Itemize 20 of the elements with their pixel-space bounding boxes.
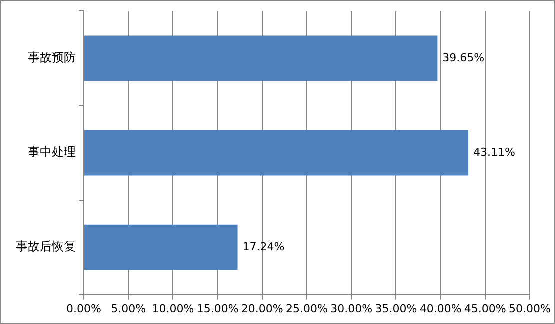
x-tick-label: 35.00% <box>375 302 418 316</box>
x-tick-label: 5.00% <box>111 302 146 316</box>
x-tick-label: 15.00% <box>196 302 239 316</box>
data-label: 17.24% <box>242 240 285 254</box>
x-tick-label: 0.00% <box>66 302 102 316</box>
x-tick-label: 20.00% <box>241 302 284 316</box>
x-tick-label: 40.00% <box>420 302 462 316</box>
y-tick-label: 事故后恢复 <box>16 240 76 254</box>
bar <box>84 36 438 82</box>
x-tick-label: 50.00% <box>509 302 551 316</box>
x-tick-label: 30.00% <box>330 302 373 316</box>
bar <box>84 130 469 176</box>
y-tick-label: 事故预防 <box>28 50 76 65</box>
x-tick-label: 10.00% <box>152 302 194 316</box>
bar <box>84 224 238 270</box>
x-tick-label: 45.00% <box>464 302 506 316</box>
y-tick-label: 事中处理 <box>28 145 76 160</box>
data-label: 39.65% <box>442 51 485 64</box>
x-tick-label: 25.00% <box>286 302 328 316</box>
data-label: 43.11% <box>474 146 516 159</box>
